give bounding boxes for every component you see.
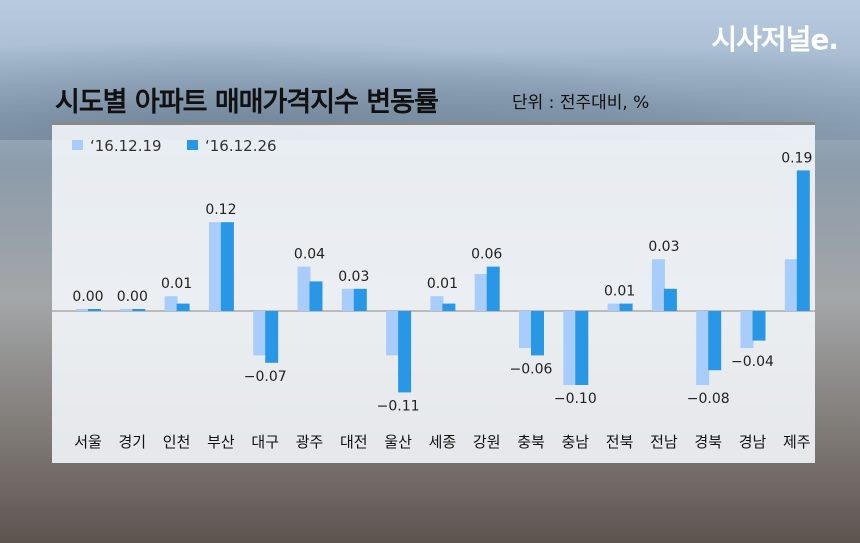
data-label: 0.03 <box>648 239 679 255</box>
bar <box>297 266 311 311</box>
logo: 시사저널e. <box>711 23 839 56</box>
x-tick-label: 인천 <box>163 433 191 451</box>
bar <box>76 309 89 311</box>
bar <box>88 309 101 311</box>
unit-label: 단위 : 전주대비, % <box>512 93 650 113</box>
legend-label: ‘16.12.19 <box>90 137 162 155</box>
bar <box>398 311 412 393</box>
x-tick-label: 대전 <box>340 433 368 451</box>
x-tick-label: 충북 <box>517 433 545 451</box>
bar <box>784 259 798 311</box>
x-tick-label: 경기 <box>118 433 146 451</box>
bar <box>442 303 456 311</box>
data-label: −0.07 <box>244 369 287 385</box>
data-label: −0.11 <box>377 398 420 414</box>
data-label: −0.04 <box>731 354 774 370</box>
x-tick-label: 부산 <box>207 433 235 451</box>
bar <box>752 311 766 341</box>
data-label: 0.04 <box>294 247 325 263</box>
x-tick-label: 경남 <box>739 433 767 451</box>
data-label: 0.19 <box>781 150 812 166</box>
x-tick-label: 세종 <box>429 433 457 451</box>
bar <box>120 309 134 311</box>
data-label: 0.00 <box>72 289 103 305</box>
legend-label: ‘16.12.26 <box>205 137 277 155</box>
bar <box>176 303 190 311</box>
bar <box>651 259 665 311</box>
bar <box>353 288 367 311</box>
bar <box>430 296 444 311</box>
x-tick-label: 경북 <box>694 433 722 451</box>
data-label: 0.00 <box>117 289 148 305</box>
data-label: 0.12 <box>205 202 236 218</box>
x-tick-label: 울산 <box>384 433 412 451</box>
x-tick-label: 서울 <box>74 433 102 451</box>
bar <box>696 311 710 385</box>
bar <box>663 288 677 311</box>
x-tick-label: 강원 <box>473 433 501 451</box>
legend-swatch <box>187 140 198 150</box>
data-label: 0.01 <box>161 276 192 292</box>
bar <box>740 311 754 348</box>
bar <box>309 281 323 311</box>
bar <box>619 303 633 311</box>
bar <box>563 311 577 385</box>
bar <box>474 274 488 311</box>
bar <box>796 170 810 311</box>
x-tick-label: 전북 <box>606 433 634 451</box>
data-label: 0.01 <box>604 284 635 300</box>
x-tick-label: 광주 <box>296 433 324 451</box>
bar <box>220 222 234 311</box>
chart-panel <box>52 122 815 463</box>
x-tick-label: 대구 <box>251 433 279 451</box>
bar <box>265 311 279 363</box>
data-label: 0.01 <box>427 276 458 292</box>
data-label: −0.08 <box>687 391 730 407</box>
mountain-backdrop <box>0 20 860 140</box>
bar <box>607 303 621 311</box>
data-label: 0.03 <box>338 269 369 285</box>
x-tick-label: 충남 <box>561 433 589 451</box>
data-label: −0.06 <box>510 361 553 377</box>
data-label: −0.10 <box>554 391 597 407</box>
x-tick-label: 제주 <box>783 433 811 451</box>
bar <box>486 266 500 311</box>
bar <box>164 296 178 311</box>
bar <box>519 311 532 348</box>
bar <box>708 311 722 371</box>
data-label: 0.06 <box>471 247 502 263</box>
bar <box>253 311 267 356</box>
bar <box>341 288 355 311</box>
legend-swatch <box>72 140 83 150</box>
chart-title: 시도별 아파트 매매가격지수 변동률 <box>55 87 439 118</box>
bar <box>575 311 589 385</box>
bar <box>208 222 222 311</box>
x-tick-label: 전남 <box>650 433 678 451</box>
bar <box>386 311 400 356</box>
bar <box>132 309 146 311</box>
bar <box>531 311 544 356</box>
